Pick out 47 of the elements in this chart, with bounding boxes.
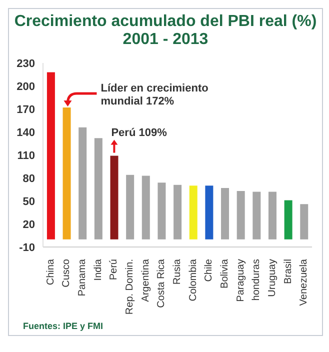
bar [221,188,230,240]
x-tick-label: Perú [108,259,120,280]
chart-title: Crecimiento acumulado del PBI real (%) [13,13,318,31]
x-tick-label: Panama [77,258,88,296]
x-tick-label: China [45,258,56,286]
x-tick-label: Cusco [61,258,72,288]
bar [78,127,87,240]
y-tick-label: 50 [22,196,35,208]
bar [205,186,214,240]
x-tick-label: Bolivia [219,258,230,288]
bar [126,174,134,240]
x-tick-label: Rusia [172,258,183,285]
x-tick-label: Colombia [188,258,199,302]
y-tick-label: 20 [22,218,35,231]
bar [268,192,276,240]
bar [158,182,166,240]
y-tick-label: 80 [22,172,35,185]
annotation: Perú 109% [111,126,168,139]
annotation: Líder en crecimiento mundial 172% [100,82,209,108]
x-tick-label: Brasil [282,259,294,284]
bar [46,72,55,240]
bar [300,204,308,240]
y-tick-label: 140 [16,126,35,139]
bar [284,200,292,240]
bar [236,191,245,240]
bar [142,176,150,240]
bar [174,184,182,240]
x-tick-label: India [92,258,104,281]
y-tick-label: 200 [16,80,35,93]
x-tick-label: Uruguay [266,259,278,297]
x-tick-label: Paraguay [235,259,246,302]
bar [252,192,261,240]
x-tick-label: Costa Rica [156,258,168,308]
y-tick-label: 230 [16,58,35,70]
x-tick-label: Chile [204,258,215,282]
x-tick-label: honduras [251,259,262,301]
x-tick-label: Argentina [140,258,152,302]
source-note: Fuentes: IPE y FMI [22,321,104,331]
x-tick-label: Rep. Domin. [124,259,136,315]
x-tick-label: Venezuela [298,258,310,306]
bar [189,186,198,240]
chart-subtitle: 2001 - 2013 [122,31,210,49]
y-tick-label: 110 [17,150,35,162]
bar [94,138,102,240]
y-tick-label: 170 [16,104,35,116]
y-tick-label: -10 [19,242,35,254]
bar [110,156,118,240]
